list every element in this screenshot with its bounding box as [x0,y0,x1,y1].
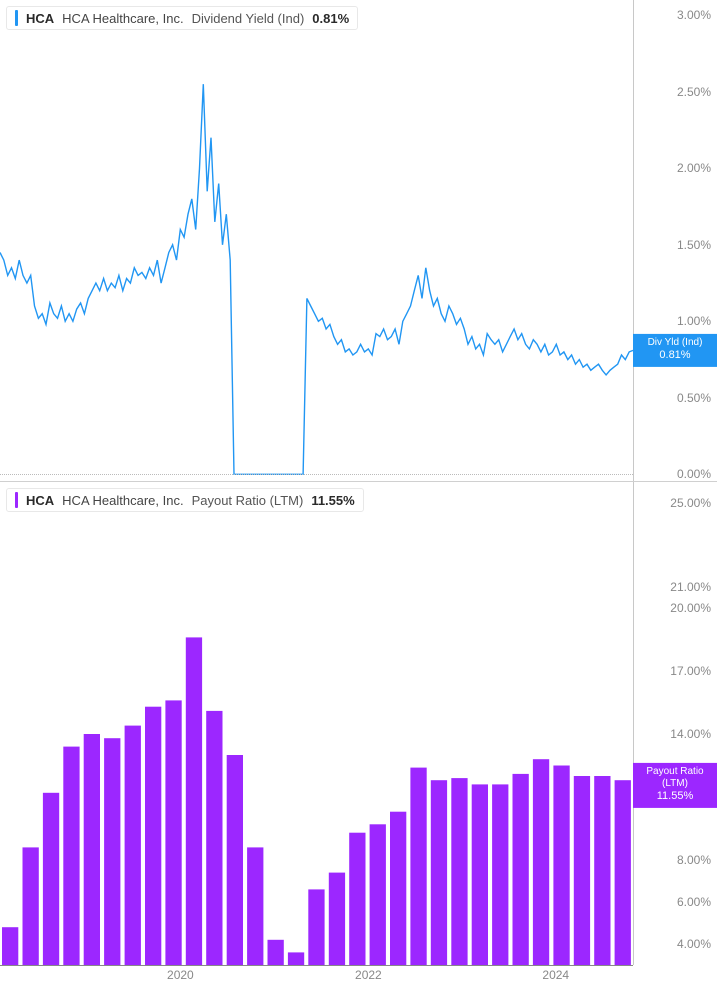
legend-color-tick [15,492,18,508]
legend-color-tick [15,10,18,26]
y-tick-label: 21.00% [670,580,711,594]
legend-company: HCA Healthcare, Inc. [62,493,183,508]
y-tick-label: 2.50% [677,85,711,99]
bar-series [0,482,633,965]
y-tick-label: 14.00% [670,727,711,741]
line-series [0,0,633,482]
payout-ratio-panel: HCA HCA Healthcare, Inc. Payout Ratio (L… [0,482,717,985]
legend-metric: Payout Ratio (LTM) [192,493,304,508]
y-tick-label: 1.50% [677,238,711,252]
dividend-yield-panel: HCA HCA Healthcare, Inc. Dividend Yield … [0,0,717,482]
y-axis-bottom: 4.00%6.00%8.00%11.00%14.00%17.00%20.00%2… [633,482,717,965]
legend-ticker: HCA [26,493,54,508]
legend-ticker: HCA [26,11,54,26]
legend-bottom: HCA HCA Healthcare, Inc. Payout Ratio (L… [6,488,364,512]
page: HCA HCA Healthcare, Inc. Dividend Yield … [0,0,717,1005]
x-axis: 2020 2022 2024 [0,965,633,985]
plot-area-top[interactable] [0,0,633,481]
last-value-tag: Payout Ratio (LTM)11.55% [633,763,717,807]
legend-top: HCA HCA Healthcare, Inc. Dividend Yield … [6,6,358,30]
y-tick-label: 2.00% [677,161,711,175]
x-tick-label: 2020 [167,968,194,982]
y-tick-label: 1.00% [677,314,711,328]
x-tick-label: 2022 [355,968,382,982]
y-tick-label: 0.00% [677,467,711,481]
zero-gridline [0,474,633,475]
x-tick-label: 2024 [542,968,569,982]
legend-company: HCA Healthcare, Inc. [62,11,183,26]
legend-metric: Dividend Yield (Ind) [192,11,305,26]
y-tick-label: 0.50% [677,391,711,405]
plot-area-bottom[interactable] [0,482,633,965]
legend-value: 11.55% [311,493,354,508]
y-tick-label: 20.00% [670,601,711,615]
y-tick-label: 8.00% [677,853,711,867]
y-axis-top: 0.00% 0.50% 1.00% 1.50% 2.00% 2.50% 3.00% Div Y… [633,0,717,481]
y-tick-label: 25.00% [670,496,711,510]
y-tick-label: 3.00% [677,8,711,22]
legend-value: 0.81% [312,11,349,26]
y-tick-label: 4.00% [677,937,711,951]
last-value-tag: Div Yld (Ind)0.81% [633,334,717,366]
y-tick-label: 6.00% [677,895,711,909]
y-tick-label: 17.00% [670,664,711,678]
